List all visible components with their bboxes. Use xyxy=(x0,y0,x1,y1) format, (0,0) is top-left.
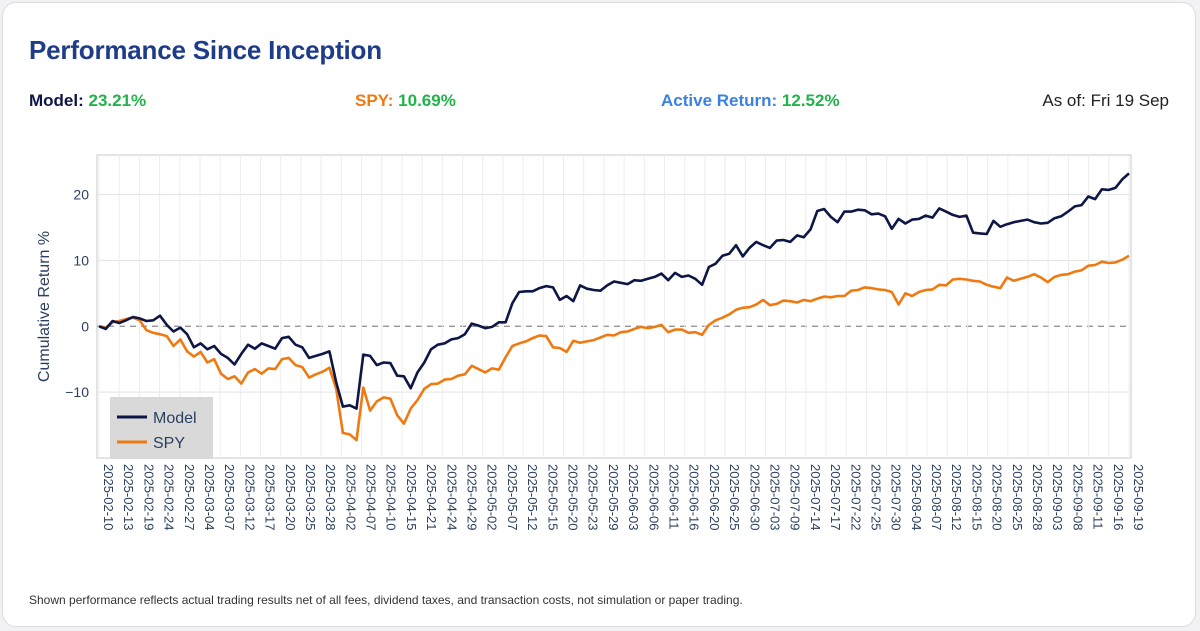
x-tick-label: 2025-04-21 xyxy=(424,464,439,531)
x-tick-label: 2025-03-04 xyxy=(202,464,217,531)
x-tick-label: 2025-05-20 xyxy=(566,464,581,531)
x-tick-label: 2025-05-15 xyxy=(545,464,560,531)
x-tick-label: 2025-06-25 xyxy=(727,464,742,531)
y-tick-label: 10 xyxy=(73,252,89,268)
model-stat-value: 23.21% xyxy=(88,91,147,110)
legend-label-spy[interactable]: SPY xyxy=(153,435,185,452)
y-axis-label: Cumulative Return % xyxy=(36,231,53,382)
model-stat-label: Model: xyxy=(29,91,84,110)
x-tick-label: 2025-09-11 xyxy=(1091,464,1106,530)
x-tick-label: 2025-07-22 xyxy=(848,464,863,531)
x-tick-label: 2025-07-03 xyxy=(767,464,782,531)
legend-box xyxy=(110,397,213,459)
series-line-model xyxy=(98,172,1130,410)
x-tick-label: 2025-04-15 xyxy=(404,464,419,531)
x-tick-label: 2025-03-17 xyxy=(263,464,278,531)
x-tick-label: 2025-06-11 xyxy=(666,464,681,530)
spy-stat-value: 10.69% xyxy=(398,91,456,110)
x-tick-label: 2025-08-25 xyxy=(1010,464,1025,530)
as-of-date: As of: Fri 19 Sep xyxy=(1042,91,1169,111)
x-tick-label: 2025-08-04 xyxy=(909,464,924,531)
plot-area xyxy=(96,154,1132,459)
x-tick-label: 2025-03-28 xyxy=(323,464,338,531)
footnote: Shown performance reflects actual tradin… xyxy=(29,593,743,607)
x-tick-label: 2025-06-30 xyxy=(747,464,762,531)
x-tick-label: 2025-02-13 xyxy=(121,464,136,531)
x-tick-label: 2025-08-28 xyxy=(1030,464,1045,531)
x-tick-label: 2025-05-29 xyxy=(606,464,621,531)
x-tick-label: 2025-06-06 xyxy=(646,464,661,531)
y-tick-label: 20 xyxy=(73,187,89,203)
x-tick-label: 2025-08-15 xyxy=(969,464,984,531)
x-tick-label: 2025-09-08 xyxy=(1070,464,1085,531)
x-tick-label: 2025-05-12 xyxy=(525,464,540,531)
x-tick-label: 2025-05-02 xyxy=(485,464,500,531)
page-title: Performance Since Inception xyxy=(29,35,382,65)
model-stat: Model: 23.21% xyxy=(29,91,146,111)
x-tick-label: 2025-06-03 xyxy=(626,464,641,531)
y-tick-label: 0 xyxy=(81,318,89,334)
x-tick-label: 2025-06-16 xyxy=(687,464,702,531)
x-tick-label: 2025-02-27 xyxy=(182,464,197,531)
x-tick-label: 2025-08-07 xyxy=(929,464,944,531)
performance-chart: −10 0 10 20 2025-02-10 2025-02-13 2025-02-19 20… xyxy=(36,154,1146,531)
x-tick-label: 2025-02-19 xyxy=(141,464,156,531)
x-tick-label: 2025-03-12 xyxy=(242,464,257,531)
x-tick-label: 2025-03-07 xyxy=(222,464,237,531)
x-tick-label: 2025-04-29 xyxy=(465,464,480,531)
x-tick-label: 2025-07-17 xyxy=(828,464,843,531)
x-tick-label: 2025-09-16 xyxy=(1111,464,1126,531)
x-tick-label: 2025-04-07 xyxy=(364,464,379,531)
x-tick-label: 2025-07-30 xyxy=(889,464,904,531)
active-return-value: 12.52% xyxy=(781,91,840,110)
y-tick-label: −10 xyxy=(65,384,89,400)
x-tick-label: 2025-02-10 xyxy=(101,464,116,531)
x-tick-label: 2025-07-09 xyxy=(788,464,803,531)
legend-label-model[interactable]: Model xyxy=(153,410,197,427)
x-tick-label: 2025-07-14 xyxy=(808,464,823,531)
spy-stat: SPY: 10.69% xyxy=(355,91,456,111)
x-tick-label: 2025-04-02 xyxy=(343,464,358,531)
x-tick-label: 2025-09-19 xyxy=(1131,464,1146,531)
x-tick-label: 2025-08-20 xyxy=(990,464,1005,531)
series-line-spy xyxy=(98,254,1130,442)
x-tick-label: 2025-04-10 xyxy=(384,464,399,531)
x-tick-label: 2025-07-25 xyxy=(868,464,883,531)
x-tick-label: 2025-06-20 xyxy=(707,464,722,531)
x-tick-label: 2025-04-24 xyxy=(444,464,459,531)
x-tick-label: 2025-08-12 xyxy=(949,464,964,531)
x-tick-label: 2025-03-20 xyxy=(283,464,298,531)
as-of-label: As of: xyxy=(1042,91,1086,110)
x-tick-label: 2025-09-03 xyxy=(1050,464,1065,531)
active-return-stat: Active Return: 12.52% xyxy=(661,91,840,111)
x-tick-label: 2025-05-23 xyxy=(586,464,601,531)
stats-row: Model: 23.21% SPY: 10.69% Active Return:… xyxy=(3,91,1195,115)
spy-stat-label: SPY: xyxy=(355,91,394,110)
x-tick-label: 2025-05-07 xyxy=(505,464,520,531)
x-tick-label: 2025-03-25 xyxy=(303,464,318,531)
as-of-value: Fri 19 Sep xyxy=(1090,91,1169,110)
active-return-label: Active Return: xyxy=(661,91,778,110)
x-tick-label: 2025-02-24 xyxy=(162,464,177,531)
